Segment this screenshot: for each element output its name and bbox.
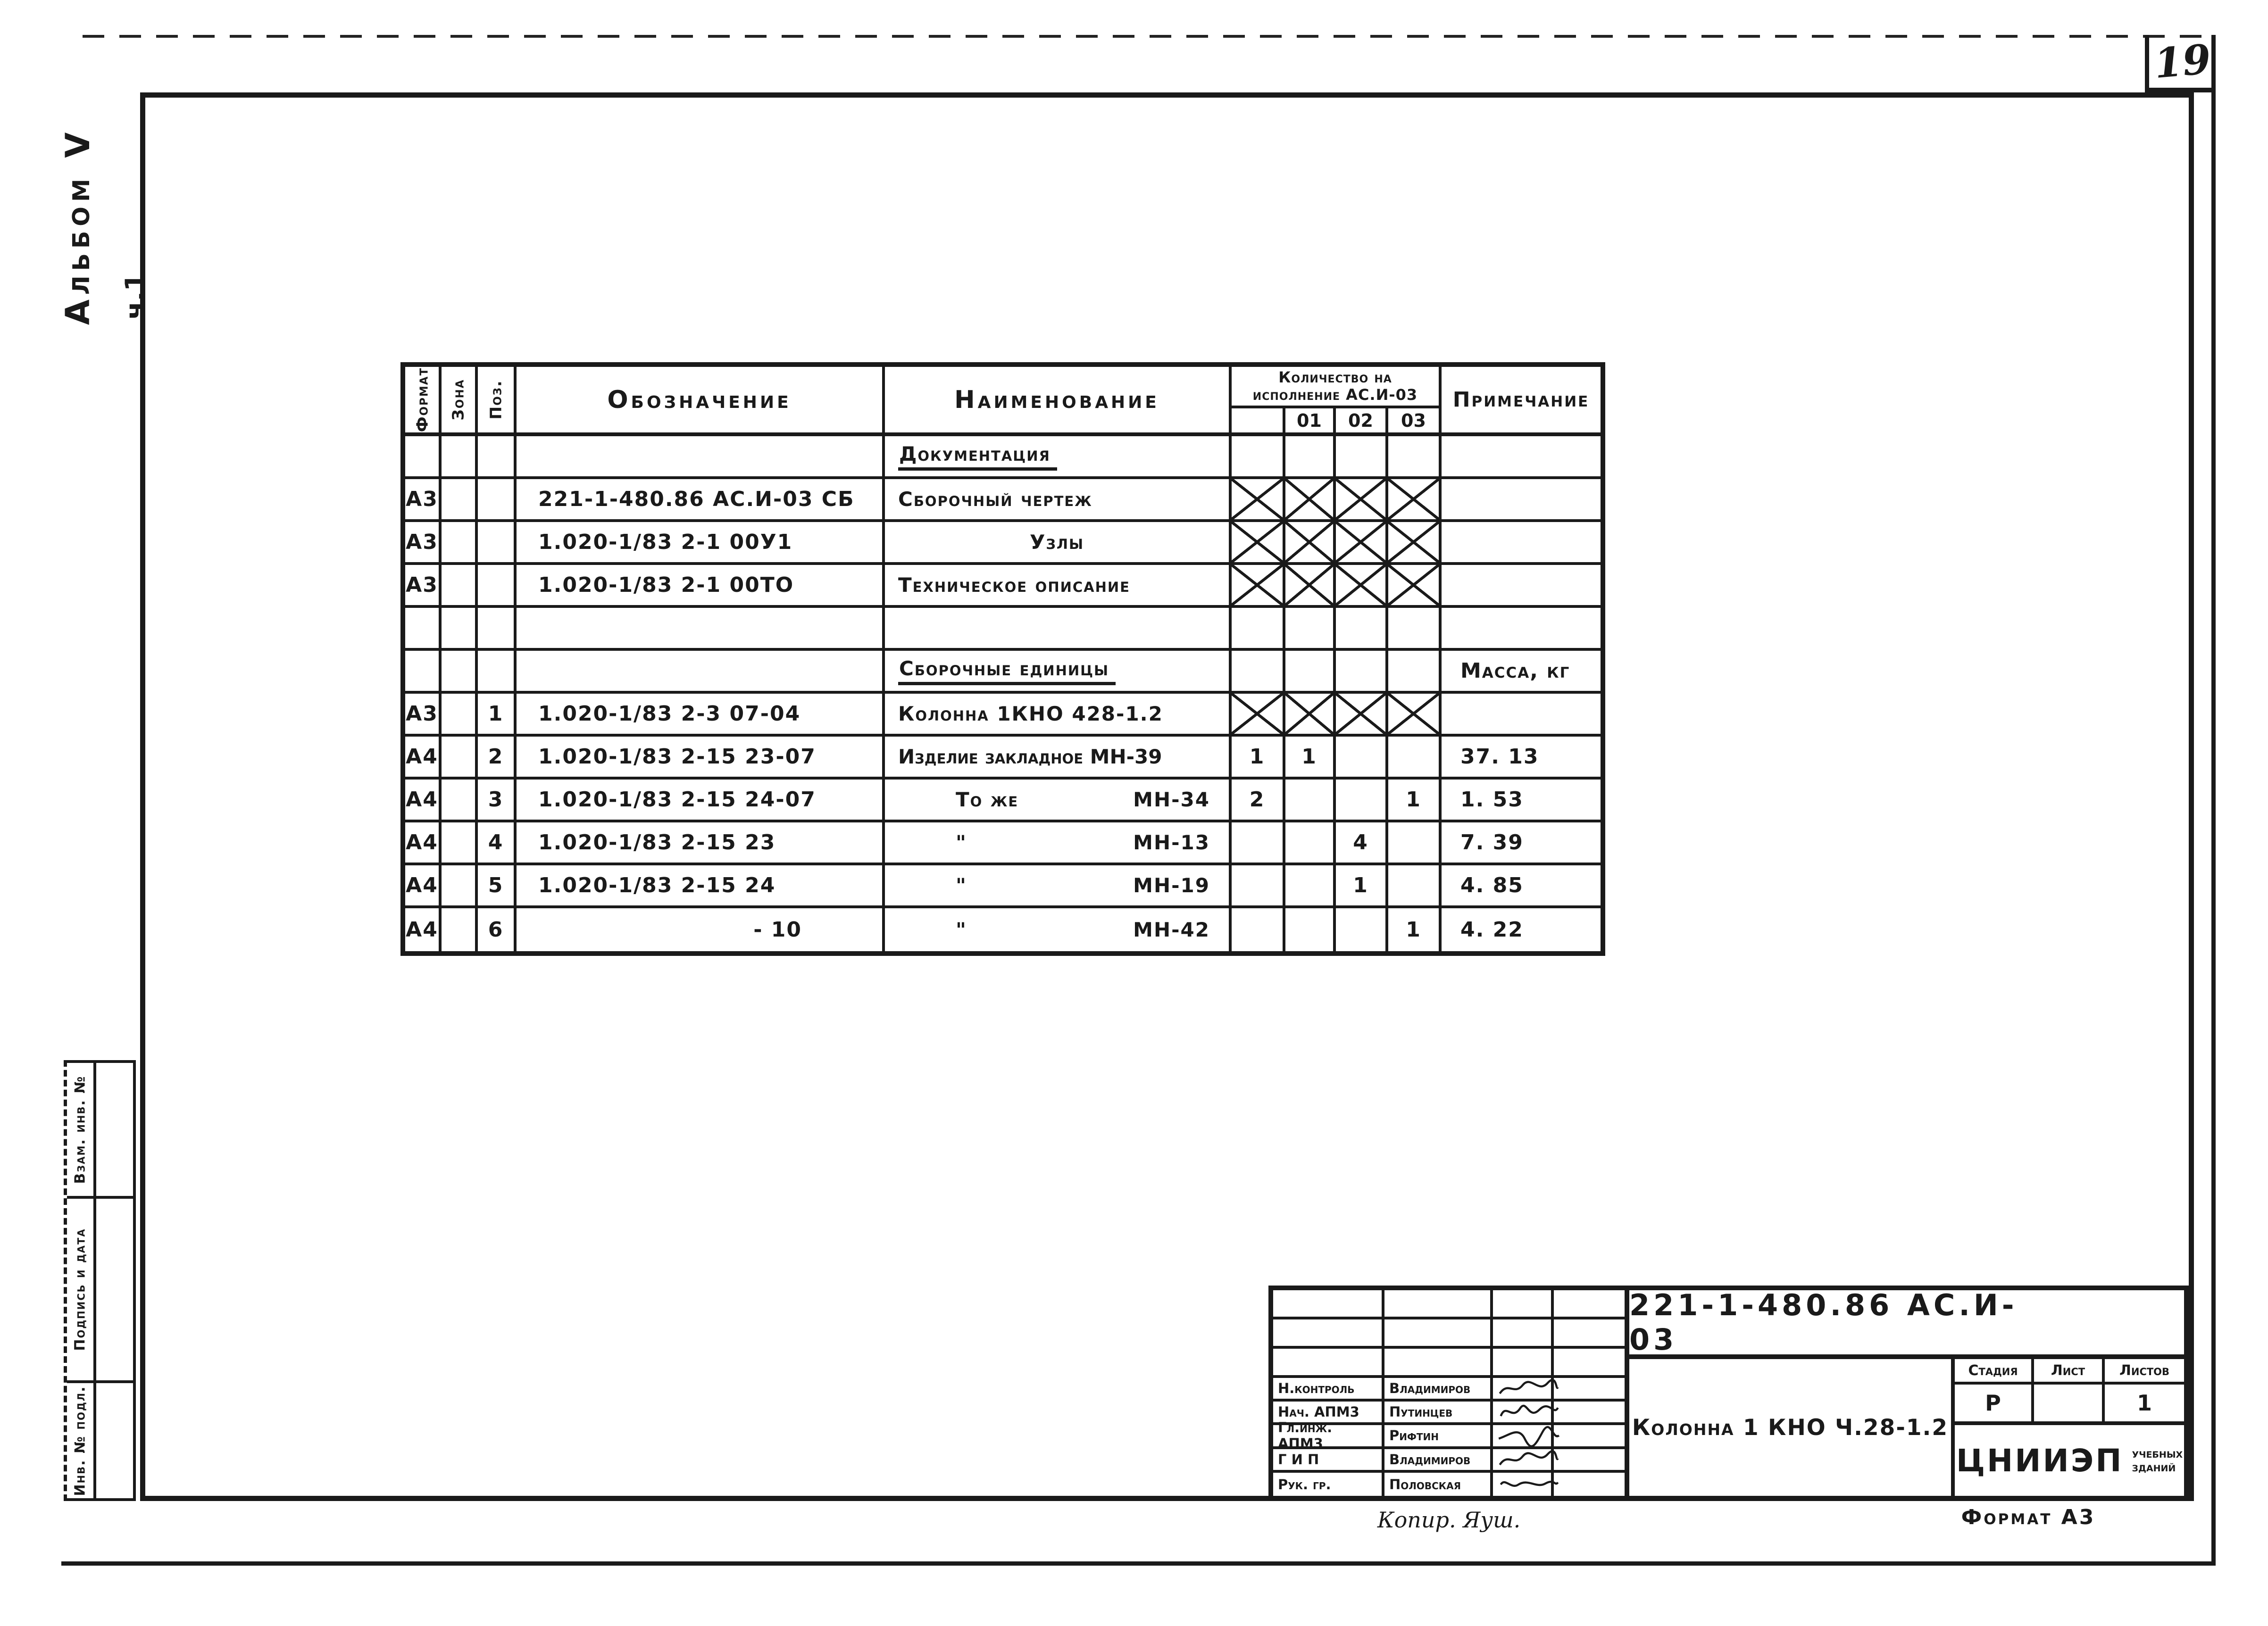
col-header-note: Примечание (1452, 388, 1590, 412)
format-note: Формат А3 (1961, 1505, 2096, 1529)
specification-table: Формат Зона Поз. Обозначение Наименовани… (400, 362, 1605, 956)
sheet-outer-bottom-border (61, 1561, 2216, 1566)
organization-name-small-2: зданий (2132, 1460, 2176, 1475)
col-subheader-03: 03 (1388, 408, 1442, 432)
sheet-outer-right-border (2211, 35, 2216, 1566)
stamp-cell-blank-3 (96, 1383, 133, 1498)
signature-icon (1499, 1450, 1559, 1465)
col-header-name: Наименование (885, 367, 1232, 432)
stamp-cell-podpis: Подпись и дата (67, 1199, 96, 1383)
stage-label: Стадия (1955, 1359, 2034, 1382)
drawing-frame (140, 92, 2194, 1501)
title-block: Н.контроль Владимиров Нач. АПМ3 Путинцев… (1268, 1286, 2189, 1501)
table-row-section-assembly-units: Сборочные единицы Масса, кг (405, 651, 1601, 694)
organization-cell: ЦНИИЭП учебных зданий (1955, 1425, 2184, 1496)
stamp-label-inv-podl: Инв. № подл. (72, 1385, 89, 1496)
table-row: А3 1.020-1/83 2-1 00ТО Техническое описа… (405, 565, 1601, 608)
signer-name: Рифтин (1384, 1425, 1493, 1449)
signature-icon (1500, 1480, 1559, 1487)
stage-value: Р (1955, 1385, 2034, 1421)
signer-role: Рук. гр. (1273, 1472, 1384, 1496)
signer-role: Н.контроль (1273, 1378, 1384, 1402)
col-header-zone: Зона (442, 367, 478, 432)
table-row-section-documentation: Документация (405, 436, 1601, 479)
stamp-label-vzam-inv: Взам. инв. № (72, 1075, 89, 1184)
col-subheader-base (1232, 408, 1285, 432)
col-subheader-02: 02 (1336, 408, 1388, 432)
organization-name: ЦНИИЭП (1956, 1443, 2124, 1479)
signature-grid: Н.контроль Владимиров Нач. АПМ3 Путинцев… (1273, 1290, 1627, 1496)
stamp-cell-blank-1 (96, 1063, 133, 1199)
signature-icon (1500, 1405, 1559, 1417)
table-row-blank (405, 608, 1601, 651)
col-header-quantity: Количество на исполнение АС.И-03 (1232, 367, 1442, 408)
signature-cell (1493, 1378, 1559, 1402)
stage-values-row: Р 1 (1955, 1385, 2184, 1425)
section-title: Документация (898, 442, 1057, 471)
album-label: Альбом Ⅴ (58, 127, 97, 325)
col-header-format: Формат (405, 367, 442, 432)
col-subheader-01: 01 (1285, 408, 1336, 432)
signer-name: Владимиров (1384, 1449, 1493, 1473)
table-header: Формат Зона Поз. Обозначение Наименовани… (405, 367, 1601, 436)
stamp-cell-vzam: Взам. инв. № (67, 1063, 96, 1199)
title-block-right-section: 221-1-480.86 АС.И- 03 Колонна 1 КНО Ч.28… (1627, 1288, 2184, 1496)
table-row: А4 2 1.020-1/83 2-15 23-07 Изделие закла… (405, 737, 1601, 780)
signature-icon (1499, 1379, 1559, 1394)
table-row: А3 221-1-480.86 АС.И-03 СБ Сборочный чер… (405, 479, 1601, 522)
signer-name: Владимиров (1384, 1378, 1493, 1402)
page-number: 19 (2152, 35, 2213, 88)
sheet-label: Лист (2034, 1359, 2105, 1382)
organization-name-small-1: учебных (2132, 1446, 2183, 1461)
section-title: Сборочные единицы (898, 657, 1116, 685)
table-row: А4 6 - 10 " МН-42 1 4. 22 (405, 908, 1601, 951)
signature-cell (1493, 1425, 1560, 1449)
album-part-label: ч.1 (120, 273, 151, 320)
col-header-pos: Поз. (478, 367, 517, 432)
signer-name: Половская (1384, 1472, 1493, 1496)
sheets-value: 1 (2136, 1390, 2152, 1416)
table-row: А4 5 1.020-1/83 2-15 24 " МН-19 1 4. 85 (405, 865, 1601, 908)
table-row: А4 3 1.020-1/83 2-15 24-07 То же МН-34 2… (405, 780, 1601, 822)
signature-icon (1498, 1426, 1560, 1448)
signer-name: Путинцев (1384, 1402, 1493, 1426)
stage-header-row: Стадия Лист Листов (1955, 1359, 2184, 1385)
table-row: А3 1.020-1/83 2-1 00У1 Узлы X X X X (405, 522, 1601, 565)
signature-cell (1493, 1449, 1559, 1473)
copier-note: Копир. Яуш. (1377, 1507, 1521, 1533)
sheet-value (2034, 1385, 2105, 1421)
signer-role: Г И П (1273, 1449, 1384, 1473)
document-number: 221-1-480.86 АС.И- 03 (1629, 1288, 2184, 1359)
left-stamp-block: Взам. инв. № Подпись и дата Инв. № подл. (64, 1060, 136, 1501)
signer-role: Гл.инж. АПМ3 (1273, 1419, 1384, 1452)
stamp-cell-inv: Инв. № подл. (67, 1383, 96, 1498)
col-header-designation: Обозначение (517, 367, 885, 432)
sheets-label: Листов (2119, 1362, 2170, 1379)
stamp-cell-blank-2 (96, 1199, 133, 1383)
stamp-label-podpis-data: Подпись и дата (72, 1228, 89, 1351)
signature-cell (1493, 1472, 1559, 1496)
sheet-top-perforation-line (83, 35, 2216, 38)
page-number-box: 19 (2145, 35, 2216, 92)
object-title: Колонна 1 КНО Ч.28-1.2 (1629, 1359, 1955, 1496)
table-row: А4 4 1.020-1/83 2-15 23 " МН-13 4 7. 39 (405, 822, 1601, 865)
table-row: А3 1 1.020-1/83 2-3 07-04 Колонна 1КНО 4… (405, 694, 1601, 737)
signer-role: Нач. АПМ3 (1273, 1402, 1384, 1426)
signature-cell (1493, 1402, 1559, 1426)
mass-header: Масса, кг (1460, 659, 1570, 683)
